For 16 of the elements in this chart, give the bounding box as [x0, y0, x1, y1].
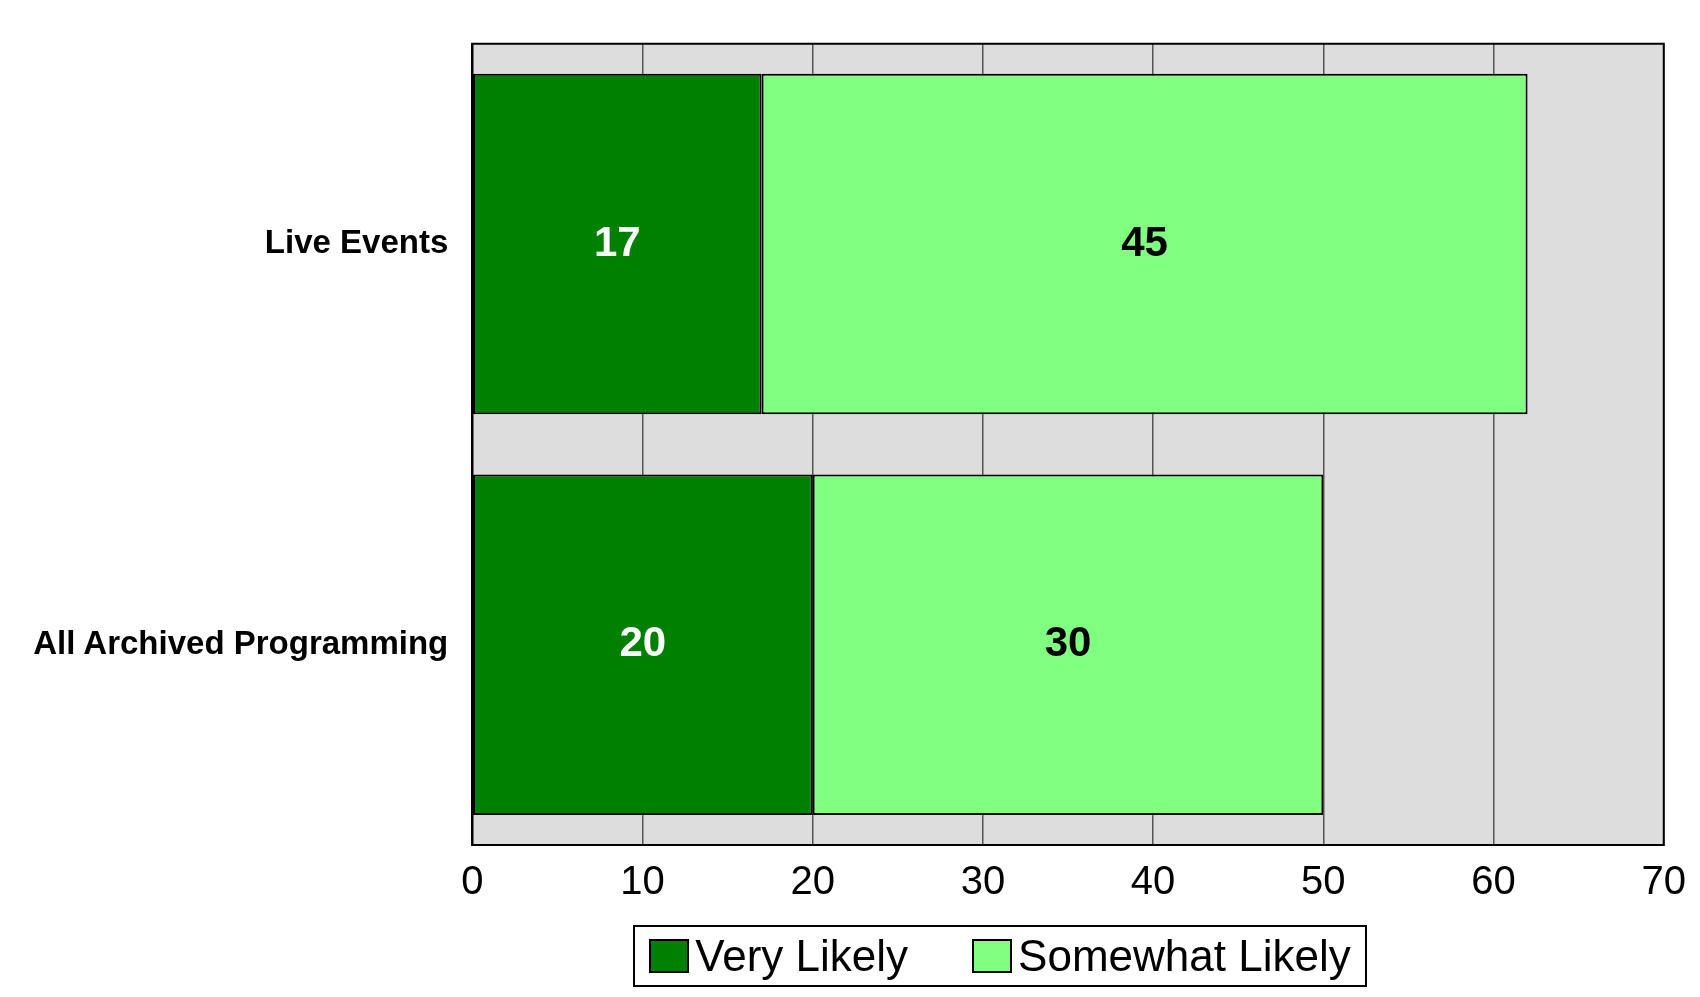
- x-tick-label: 0: [461, 858, 484, 903]
- x-tick-label: 70: [1641, 858, 1686, 903]
- x-tick-label: 30: [960, 858, 1006, 903]
- data-label: 20: [619, 618, 667, 666]
- data-label: 30: [1044, 618, 1092, 666]
- x-tick-label: 10: [620, 858, 665, 903]
- x-tick-label: 40: [1130, 858, 1176, 903]
- data-label: 17: [593, 217, 641, 265]
- x-tick-label: 50: [1301, 858, 1346, 903]
- x-tick-label: 60: [1471, 858, 1516, 903]
- legend-label: Very Likely: [695, 931, 909, 981]
- x-tick-label: 20: [790, 858, 835, 903]
- y-tick-label: Live Events: [264, 223, 449, 261]
- data-label: 45: [1121, 217, 1168, 265]
- text: Somewhat Likely: [1018, 931, 1351, 981]
- y-tick-label: All Archived Programming: [33, 623, 449, 661]
